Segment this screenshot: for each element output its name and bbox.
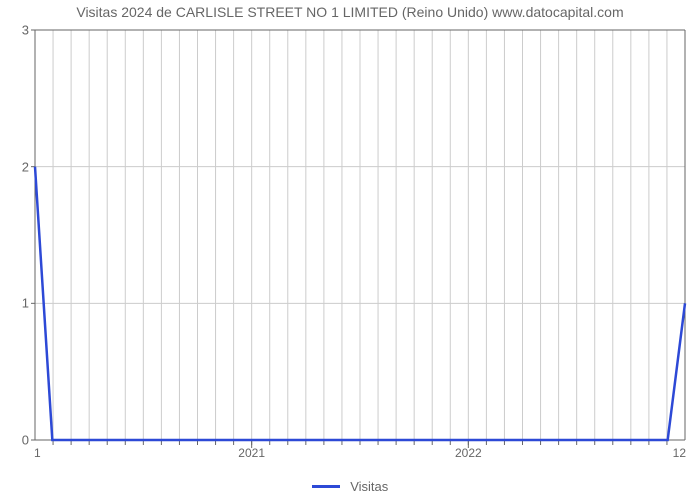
y-tick-label: 2: [22, 159, 35, 174]
x-axis-end-label: 12: [673, 440, 686, 460]
x-tick-label: 2021: [238, 440, 265, 460]
y-tick-label: 1: [22, 296, 35, 311]
chart-svg: [35, 30, 685, 440]
legend-swatch: [312, 485, 340, 488]
x-tick-label: 2022: [455, 440, 482, 460]
y-tick-label: 3: [22, 23, 35, 38]
y-tick-label: 0: [22, 433, 35, 448]
legend-label: Visitas: [350, 479, 388, 494]
legend: Visitas: [0, 478, 700, 496]
chart-title: Visitas 2024 de CARLISLE STREET NO 1 LIM…: [0, 4, 700, 20]
x-axis-start-label: 1: [34, 440, 41, 460]
chart-plot-area: 012320212022112: [35, 30, 685, 440]
